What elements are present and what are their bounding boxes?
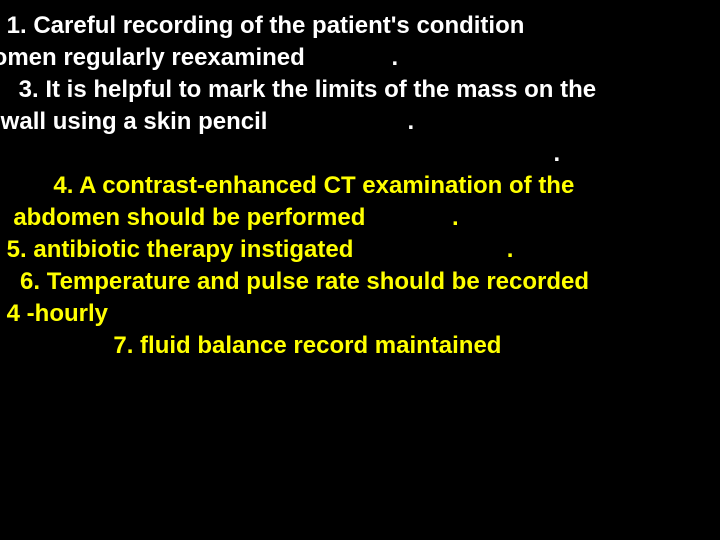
- slide-container: 1. Careful recording of the patient's co…: [0, 0, 720, 540]
- text-line-7: abdomen should be performed .: [0, 204, 459, 232]
- text-line-4: al wall using a skin pencil .: [0, 108, 414, 136]
- text-line-5: .: [0, 140, 560, 168]
- text-line-10: 4 -hourly: [0, 300, 108, 328]
- text-line-1: 1. Careful recording of the patient's co…: [0, 12, 524, 40]
- text-line-8: 5. antibiotic therapy instigated .: [0, 236, 513, 264]
- text-line-6: 4. A contrast-enhanced CT examination of…: [0, 172, 574, 200]
- text-line-3: 3. It is helpful to mark the limits of t…: [0, 76, 596, 104]
- text-line-2: domen regularly reexamined .: [0, 44, 398, 72]
- text-line-11: 7. fluid balance record maintained: [0, 332, 501, 360]
- text-line-9: 6. Temperature and pulse rate should be …: [0, 268, 589, 296]
